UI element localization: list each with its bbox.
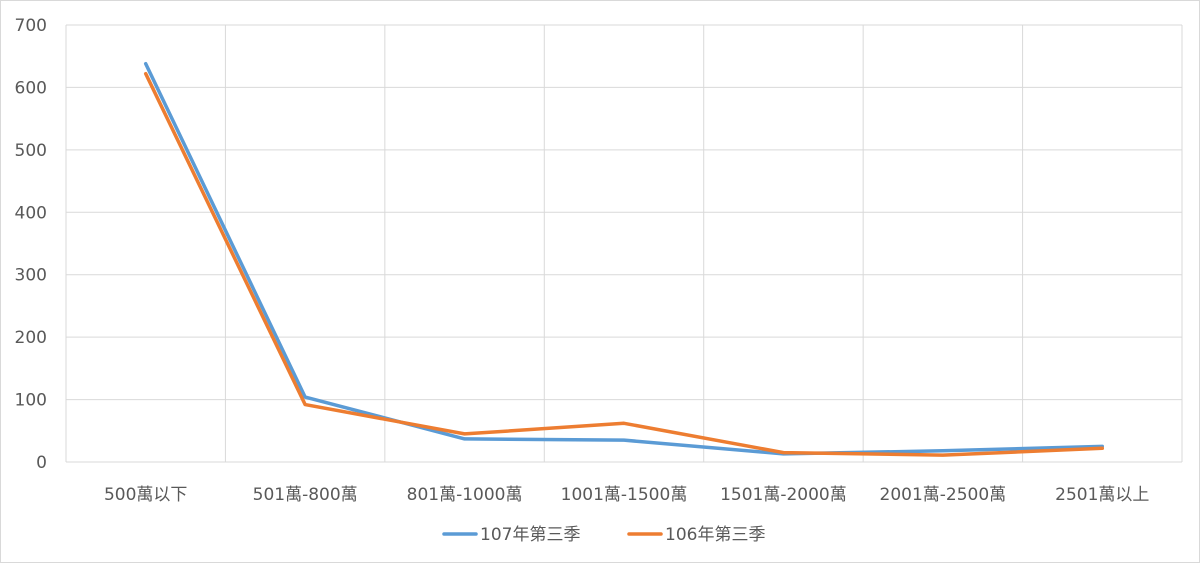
series-line-1	[143, 61, 1105, 456]
y-tick-label: 600	[15, 78, 47, 98]
x-tick-label: 801萬-1000萬	[407, 485, 523, 505]
x-tick-label: 500萬以下	[104, 485, 187, 505]
legend: 107年第三季 106年第三季	[442, 525, 765, 545]
x-tick-label: 2501萬以上	[1055, 485, 1149, 505]
y-tick-label: 700	[15, 16, 47, 36]
horizontal-gridlines	[66, 24, 1182, 463]
y-tick-label: 400	[15, 203, 47, 223]
x-axis-tick-labels: 500萬以下 501萬-800萬 801萬-1000萬 1001萬-1500萬 1501…	[104, 485, 1149, 505]
y-tick-label: 500	[15, 141, 47, 161]
x-tick-label: 2001萬-2500萬	[880, 485, 1007, 505]
y-tick-label: 0	[36, 453, 47, 473]
x-tick-label: 1501萬-2000萬	[720, 485, 847, 505]
y-tick-label: 200	[15, 328, 47, 348]
y-tick-label: 100	[15, 391, 47, 411]
vertical-gridlines	[65, 25, 1183, 462]
y-axis-tick-labels: 0 100 200 300 400 500 600 700	[15, 16, 47, 473]
series-line-2	[143, 71, 1105, 457]
legend-label: 107年第三季	[480, 525, 580, 545]
y-tick-label: 300	[15, 266, 47, 286]
legend-label: 106年第三季	[665, 525, 765, 545]
x-tick-label: 1001萬-1500萬	[561, 485, 688, 505]
series-lines	[143, 61, 1105, 457]
x-tick-label: 501萬-800萬	[253, 485, 358, 505]
